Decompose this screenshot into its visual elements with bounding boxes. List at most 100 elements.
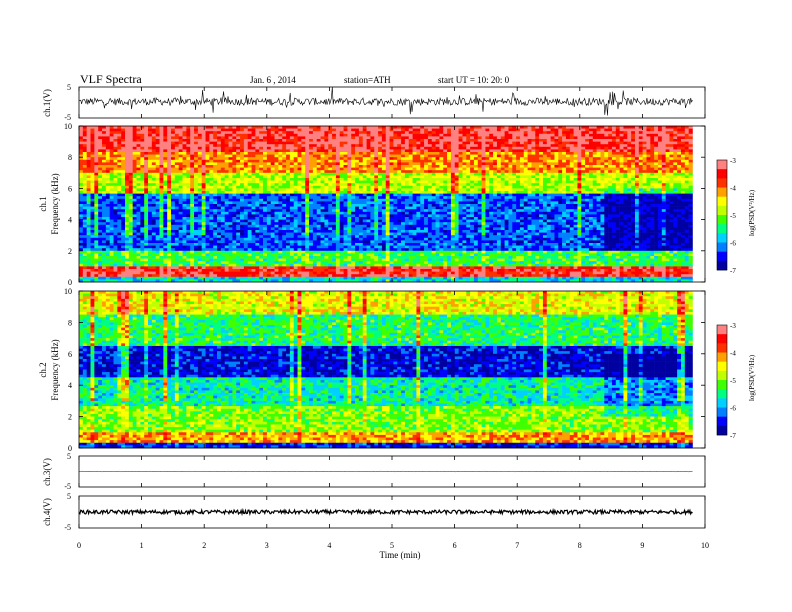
spectrogram-cell (661, 185, 666, 189)
spectrogram-cell (539, 193, 544, 197)
spectrogram-cell (611, 133, 617, 137)
spectrogram-cell (163, 180, 168, 184)
spectrogram-cell (259, 170, 264, 174)
spectrogram-cell (378, 162, 383, 166)
spectrogram-cell (508, 193, 513, 197)
spectrogram-cell (305, 204, 310, 207)
spectrogram-cell (186, 178, 191, 181)
spectrogram-cell (217, 170, 222, 174)
spectrogram-cell (278, 180, 283, 184)
spectrogram-cell (608, 159, 613, 163)
spectrogram-cell (125, 191, 130, 194)
spectrogram-cell (573, 170, 578, 174)
spectrogram-cell (477, 133, 482, 137)
spectrogram-cell (608, 152, 613, 155)
spectrogram-cell (401, 178, 406, 181)
spectrogram-cell (263, 183, 268, 187)
spectrogram-cell (500, 167, 505, 171)
spectrogram-cell (190, 139, 195, 142)
spectrogram-cell (171, 201, 176, 205)
spectrogram-cell (393, 204, 398, 207)
spectrogram-cell (182, 196, 187, 200)
spectrogram-cell (535, 165, 540, 168)
spectrogram-cell (140, 144, 145, 148)
spectrogram-cell (174, 133, 179, 137)
spectrogram-cell (316, 175, 321, 179)
spectrogram-cell (370, 167, 375, 171)
spectrogram-cell (592, 126, 597, 129)
spectrogram-cell (669, 196, 674, 200)
spectrogram-cell (151, 146, 156, 150)
spectrogram-cell (305, 188, 310, 192)
spectrogram-cell (516, 201, 521, 205)
spectrogram-cell (144, 141, 149, 145)
spectrogram-cell (562, 172, 567, 176)
spectrogram-cell (121, 183, 126, 187)
spectrogram-cell (332, 131, 337, 135)
spectrogram-cell (393, 149, 398, 153)
spectrogram-cell (301, 185, 306, 189)
spectrogram-cell (550, 162, 555, 166)
spectrogram-cell (324, 162, 329, 166)
spectrogram-cell (466, 146, 471, 150)
spectrogram-cell (309, 126, 314, 129)
spectrogram-cell (489, 133, 494, 137)
spectrogram-cell (197, 128, 202, 132)
spectrogram-cell (109, 170, 114, 174)
spectrogram-cell (470, 178, 475, 181)
spectrogram-cell (573, 157, 578, 161)
spectrogram-cell (125, 149, 130, 153)
spectrogram-cell (286, 170, 291, 174)
spectrogram-cell (255, 175, 260, 179)
spectrogram-cell (404, 191, 410, 194)
spectrogram-cell (531, 136, 536, 140)
spectrogram-cell (335, 141, 341, 145)
spectrogram-cell (592, 144, 597, 148)
spectrogram-cell (362, 204, 367, 207)
spectrogram-cell (136, 204, 141, 207)
spectrogram-cell (512, 165, 517, 168)
spectrogram-cell (665, 144, 670, 148)
spectrogram-cell (263, 191, 268, 194)
spectrogram-cell (458, 141, 463, 145)
spectrogram-cell (650, 144, 655, 148)
spectrogram-cell (454, 165, 459, 168)
spectrogram-cell (79, 170, 84, 174)
spectrogram-cell (102, 157, 107, 161)
spectrogram-cell (278, 136, 283, 140)
spectrogram-cell (178, 170, 183, 174)
spectrogram-cell (397, 159, 402, 163)
spectrogram-cell (178, 183, 183, 187)
spectrogram-cell (416, 198, 421, 202)
spectrogram-cell (600, 178, 605, 181)
spectrogram-cell (401, 167, 406, 171)
spectrogram-cell (320, 198, 325, 202)
spectrogram-cell (650, 178, 655, 181)
spectrogram-cell (669, 204, 674, 207)
spectrogram-cell (236, 167, 241, 171)
spectrogram-cell (182, 188, 187, 192)
spectrogram-cell (535, 180, 540, 184)
spectrogram-cell (404, 201, 410, 205)
spectrogram-cell (289, 152, 295, 155)
spectrogram-cell (416, 126, 421, 129)
spectrogram-cell (263, 141, 268, 145)
spectrogram-cell (596, 180, 601, 184)
spectrogram-cell (197, 162, 202, 166)
spectrogram-cell (274, 133, 279, 137)
spectrogram-cell (654, 126, 659, 129)
spectrogram-cell (171, 191, 176, 194)
spectrogram-cell (611, 154, 617, 158)
spectrogram-cell (171, 180, 176, 184)
spectrogram-cell (209, 201, 214, 205)
spectrogram-cell (144, 191, 149, 194)
spectrogram-cell (585, 183, 590, 187)
spectrogram-cell (500, 149, 505, 153)
spectrogram-cell (550, 180, 555, 184)
spectrogram-cell (335, 201, 341, 205)
spectrogram-cell (289, 193, 295, 197)
spectrogram-cell (627, 128, 632, 132)
spectrogram-cell (102, 201, 107, 205)
spectrogram-cell (397, 178, 402, 181)
spectrogram-cell (297, 178, 302, 181)
